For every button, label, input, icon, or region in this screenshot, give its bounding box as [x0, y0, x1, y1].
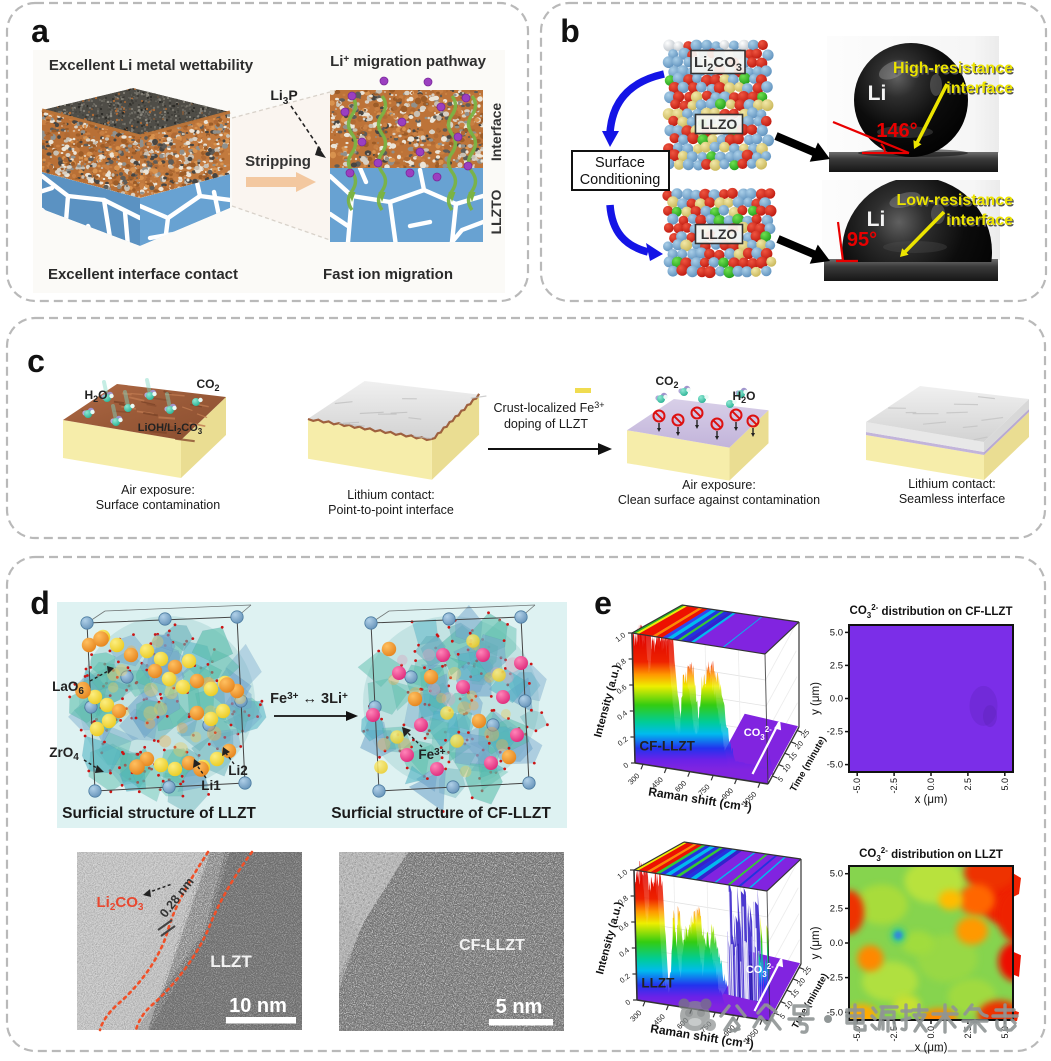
svg-text:5 nm: 5 nm [496, 996, 543, 1018]
svg-text:LLZO: LLZO [701, 116, 738, 132]
svg-text:CO32- distribution on CF-LLZT: CO32- distribution on CF-LLZT [850, 603, 1013, 620]
svg-text:Li3P: Li3P [270, 87, 297, 107]
svg-text:Point-to-point interface: Point-to-point interface [328, 503, 454, 517]
svg-text:c: c [27, 343, 45, 379]
svg-text:Li: Li [868, 82, 887, 105]
svg-text:Stripping: Stripping [245, 153, 311, 170]
svg-text:0.0: 0.0 [830, 938, 843, 949]
svg-text:95°: 95° [847, 229, 877, 251]
svg-text:Li: Li [867, 208, 886, 231]
svg-text:Fe3+ ↔ 3Li+: Fe3+ ↔ 3Li+ [270, 691, 348, 707]
svg-text:Crust-localized Fe3+: Crust-localized Fe3+ [494, 400, 605, 415]
svg-text:-5.0: -5.0 [827, 760, 843, 771]
svg-text:2.5: 2.5 [963, 778, 973, 791]
svg-text:-5.0: -5.0 [827, 1007, 843, 1018]
svg-text:Surface contamination: Surface contamination [96, 498, 220, 512]
svg-text:b: b [560, 13, 580, 49]
svg-text:interface: interface [948, 213, 1015, 230]
svg-text:Li+ migration pathway: Li+ migration pathway [330, 53, 487, 70]
svg-text:Clean surface against contamin: Clean surface against contamination [618, 493, 820, 507]
svg-text:CF-LLZT: CF-LLZT [639, 738, 695, 753]
svg-text:-2.5: -2.5 [827, 973, 843, 984]
svg-text:CO2: CO2 [655, 374, 678, 390]
svg-text:Air exposure:: Air exposure: [121, 483, 195, 497]
svg-text:Conditioning: Conditioning [580, 172, 661, 188]
svg-text:2.5: 2.5 [830, 903, 843, 914]
svg-text:LaO6: LaO6 [52, 679, 84, 697]
svg-text:Excellent Li metal wettability: Excellent Li metal wettability [49, 57, 254, 74]
svg-text:interface: interface [948, 81, 1015, 98]
svg-text:5: 5 [776, 775, 785, 784]
svg-text:y (μm): y (μm) [810, 926, 822, 959]
svg-text:High-resistance: High-resistance [894, 61, 1014, 78]
svg-text:5.0: 5.0 [1000, 1026, 1010, 1039]
svg-text:Surficial structure of CF-LLZT: Surficial structure of CF-LLZT [331, 805, 551, 822]
svg-text:LLZT: LLZT [210, 952, 252, 971]
svg-text:Lithium contact:: Lithium contact: [347, 488, 435, 502]
svg-text:Air exposure:: Air exposure: [682, 478, 756, 492]
svg-text:-5.0: -5.0 [852, 778, 862, 794]
svg-text:LiOH/Li2CO3: LiOH/Li2CO3 [138, 422, 203, 436]
svg-text:Interface: Interface [488, 103, 504, 162]
svg-text:5.0: 5.0 [830, 869, 843, 880]
svg-text:Li2: Li2 [228, 763, 248, 778]
svg-text:LLZO: LLZO [701, 226, 738, 242]
svg-text:LLZTO: LLZTO [488, 189, 504, 234]
svg-text:Seamless interface: Seamless interface [899, 492, 1005, 506]
svg-text:e: e [594, 585, 612, 621]
svg-text:x (μm): x (μm) [915, 794, 948, 806]
svg-text:doping of LLZT: doping of LLZT [504, 417, 588, 431]
svg-text:Low-resistance: Low-resistance [897, 192, 1014, 209]
svg-text:x (μm): x (μm) [915, 1042, 948, 1054]
svg-text:y (μm): y (μm) [810, 682, 822, 715]
svg-text:10 nm: 10 nm [229, 995, 287, 1017]
svg-text:2.5: 2.5 [830, 660, 843, 671]
svg-text:Li2CO3: Li2CO3 [97, 894, 144, 913]
svg-text:2.5: 2.5 [963, 1026, 973, 1039]
svg-text:-2.5: -2.5 [889, 778, 899, 794]
svg-text:Low-resistance: Low-resistance [898, 193, 1015, 210]
svg-text:a: a [31, 13, 49, 49]
svg-text:Li2CO3: Li2CO3 [694, 54, 742, 74]
svg-text:-2.5: -2.5 [889, 1026, 899, 1042]
svg-text:CO32- distribution on LLZT: CO32- distribution on LLZT [859, 846, 1003, 863]
svg-text:H2O: H2O [732, 389, 755, 405]
svg-text:5.0: 5.0 [830, 627, 843, 638]
svg-text:Surface: Surface [595, 155, 645, 171]
svg-text:interface: interface [946, 80, 1013, 97]
svg-text:LLZT: LLZT [641, 975, 675, 990]
svg-text:CF-LLZT: CF-LLZT [459, 937, 525, 954]
svg-text:0: 0 [623, 997, 632, 1007]
svg-text:0.0: 0.0 [926, 1026, 936, 1039]
svg-text:5.0: 5.0 [1000, 778, 1010, 791]
svg-text:-5.0: -5.0 [852, 1026, 862, 1042]
svg-text:-2.5: -2.5 [827, 727, 843, 738]
svg-text:interface: interface [946, 212, 1013, 229]
svg-text:Lithium contact:: Lithium contact: [908, 477, 996, 491]
svg-text:0.0: 0.0 [926, 778, 936, 791]
svg-text:High-resistance: High-resistance [893, 60, 1013, 77]
svg-text:0.0: 0.0 [830, 694, 843, 705]
svg-text:d: d [30, 585, 50, 621]
svg-text:146°: 146° [876, 120, 917, 142]
svg-text:Excellent interface contact: Excellent interface contact [48, 266, 238, 283]
svg-text:Surficial structure of LLZT: Surficial structure of LLZT [62, 805, 256, 822]
svg-text:CO2: CO2 [196, 377, 219, 393]
svg-text:0: 0 [621, 760, 630, 770]
svg-text:Fast ion migration: Fast ion migration [323, 266, 453, 283]
svg-text:ZrO4: ZrO4 [49, 745, 79, 763]
svg-text:5: 5 [778, 1012, 787, 1021]
svg-text:Li1: Li1 [201, 778, 221, 793]
svg-text:H2O: H2O [84, 388, 107, 404]
